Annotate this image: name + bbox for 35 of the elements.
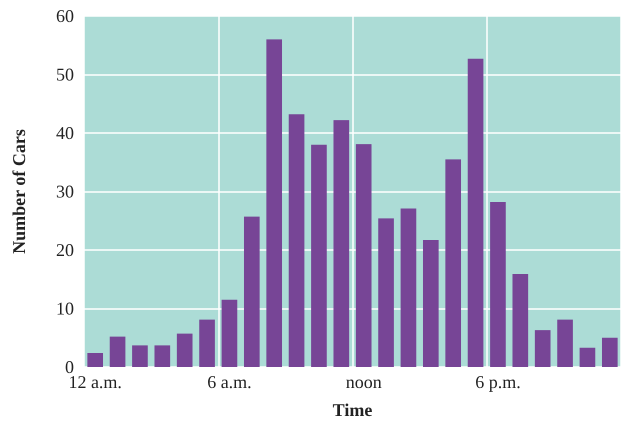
x-tick-label: 6 a.m. (207, 372, 252, 392)
bar (534, 330, 551, 367)
bar (490, 202, 506, 367)
bar (580, 348, 596, 367)
y-tick-label: 30 (56, 182, 74, 202)
y-tick-label: 40 (56, 123, 74, 143)
y-tick-label: 10 (56, 298, 74, 318)
bar (288, 114, 304, 367)
bar (154, 345, 170, 367)
bar (512, 274, 528, 367)
bar (445, 159, 462, 367)
bar (244, 216, 260, 367)
bar (311, 144, 327, 367)
bar (602, 338, 618, 367)
bar (557, 320, 573, 367)
bar (378, 218, 394, 367)
y-tick-label: 20 (56, 240, 74, 260)
x-tick-label: noon (346, 372, 382, 392)
bar (356, 144, 372, 367)
bar (468, 58, 484, 367)
y-tick-label: 50 (56, 64, 74, 84)
bar (176, 334, 193, 367)
bar (400, 208, 416, 367)
bar (266, 39, 282, 367)
x-tick-label: 6 p.m. (475, 372, 521, 392)
bar (199, 320, 215, 367)
bar (422, 240, 439, 367)
y-axis-title: Number of Cars (9, 129, 29, 254)
y-tick-label: 60 (56, 6, 74, 26)
bar (110, 336, 126, 367)
bar (333, 120, 350, 367)
bar (222, 300, 238, 367)
bar (132, 345, 148, 367)
x-axis-title: Time (332, 400, 372, 420)
bar (87, 352, 104, 367)
